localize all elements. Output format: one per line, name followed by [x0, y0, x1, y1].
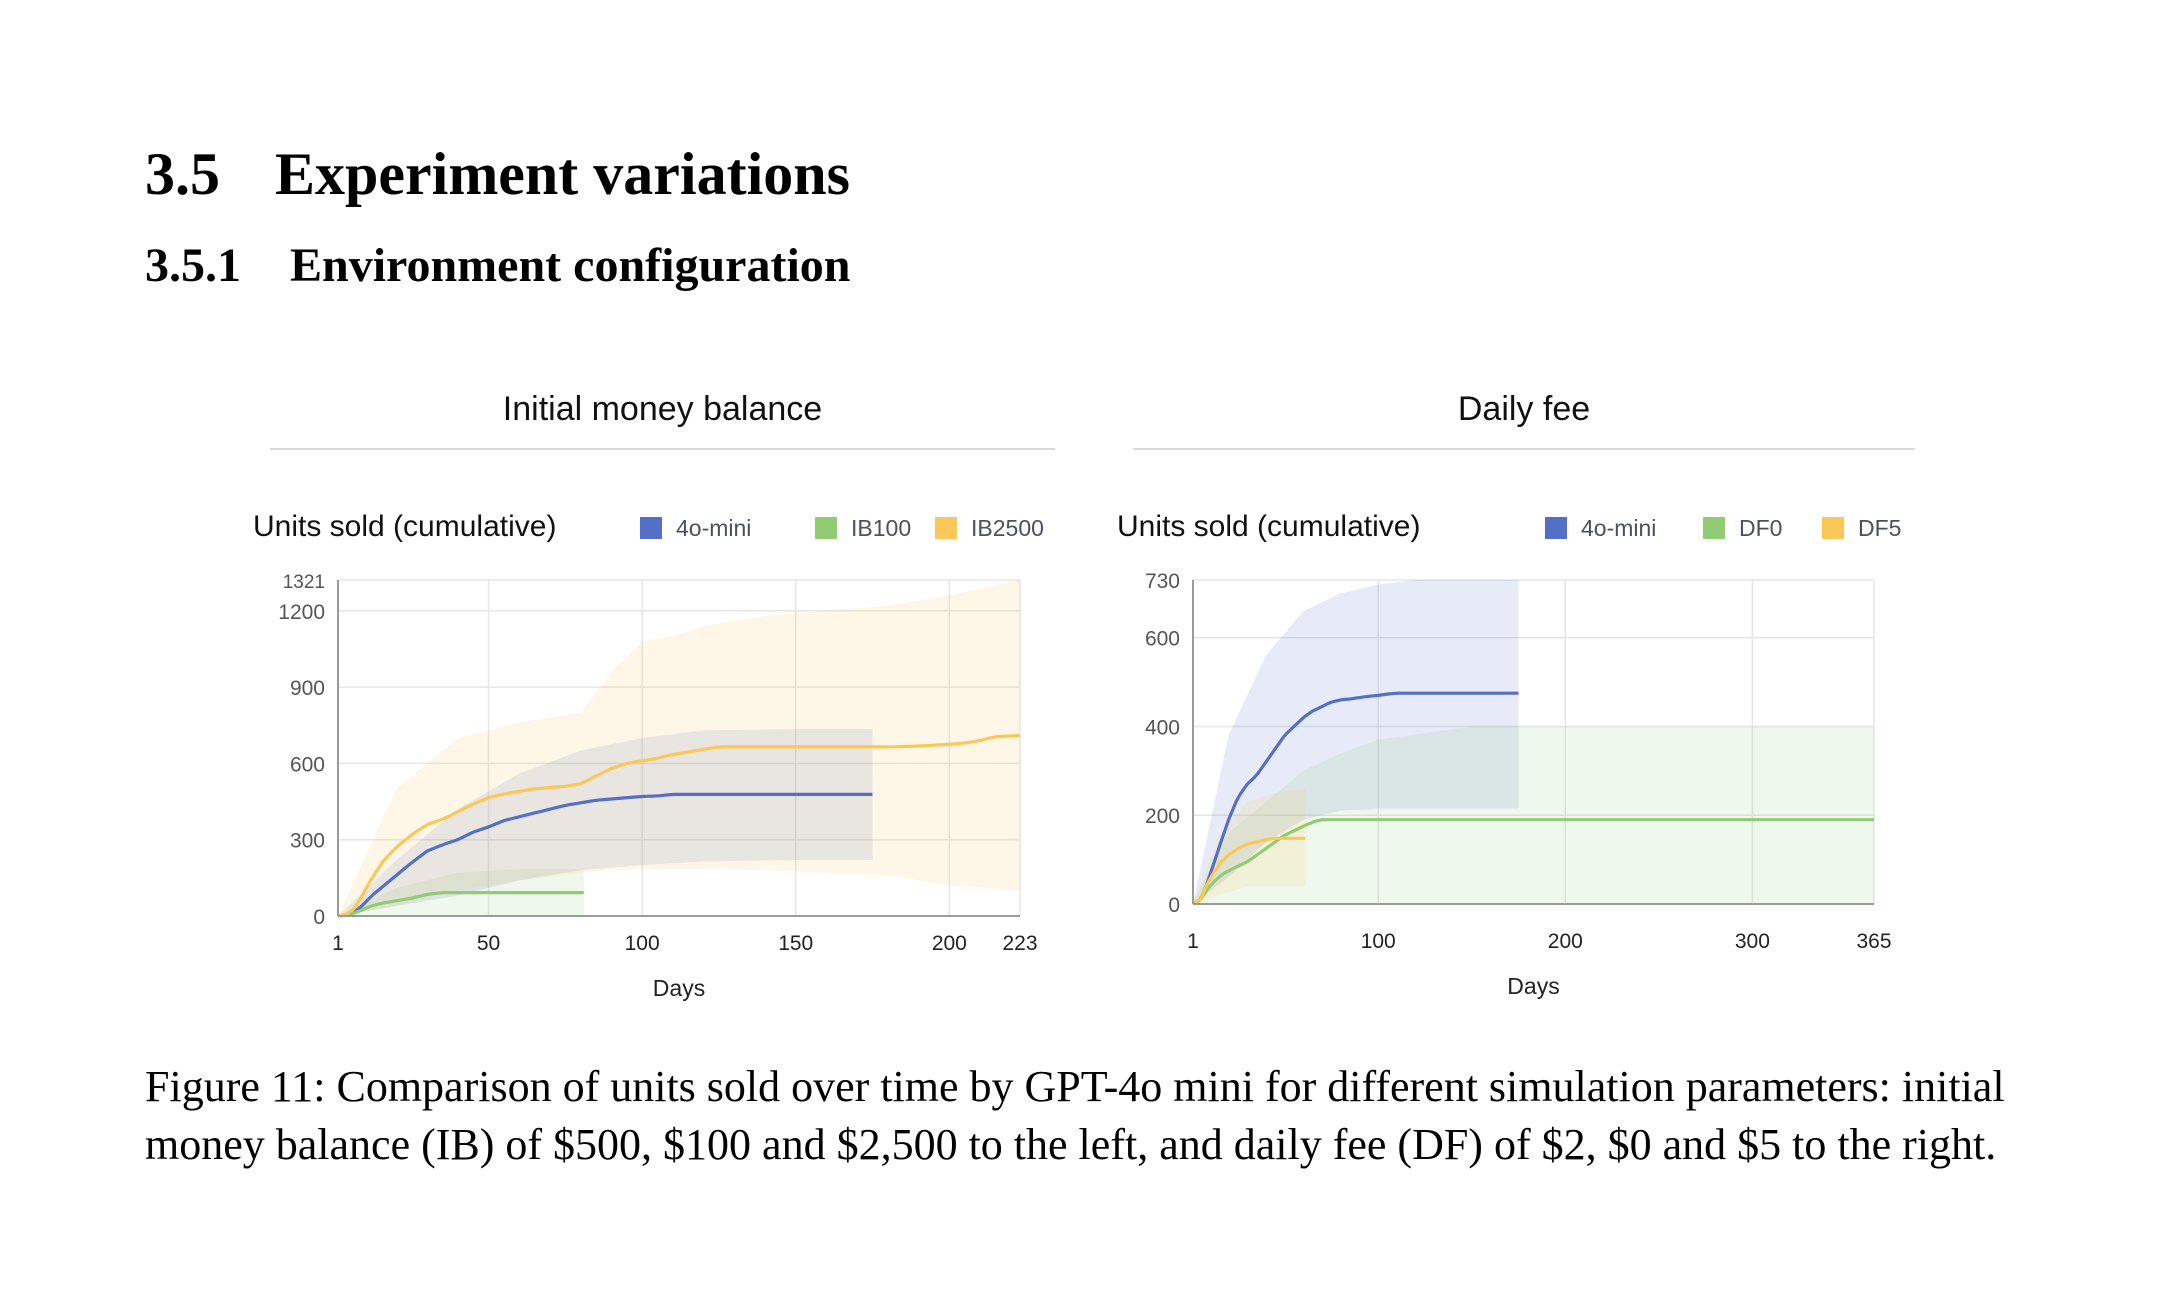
x-axis-label: Days — [653, 975, 705, 1001]
section-title: Experiment variations — [275, 141, 850, 207]
legend-swatch-ib2500 — [935, 517, 957, 539]
series-line-df0 — [1192, 818, 1874, 906]
section-heading: 3.5 Experiment variations — [145, 138, 850, 210]
x-tick-label: 100 — [1361, 930, 1396, 953]
y-tick-label: 600 — [290, 753, 325, 776]
x-tick-label: 1 — [332, 932, 344, 955]
legend-swatch-df0 — [1703, 517, 1725, 539]
band-4o-mini — [1193, 580, 1519, 904]
band-df0 — [1193, 726, 1874, 904]
legend-label-4o-mini: 4o-mini — [676, 515, 751, 541]
subsection-title: Environment configuration — [290, 239, 851, 292]
x-tick-label: 150 — [778, 932, 813, 955]
legend-swatch-df5 — [1822, 517, 1844, 539]
legend-label-4o-mini: 4o-mini — [1581, 515, 1656, 541]
chart-daily-fee: Daily fee Units sold (cumulative) 4o-mini D… — [1117, 390, 1915, 999]
y-tick-label: 400 — [1145, 716, 1180, 739]
x-tick-label: 200 — [1548, 930, 1583, 953]
x-tick-label: 200 — [932, 932, 967, 955]
y-tick-label: 300 — [290, 830, 325, 853]
subsection-heading: 3.5.1 Environment configuration — [145, 237, 850, 295]
panel-title: Initial money balance — [503, 390, 822, 428]
y-tick-label: 1321 — [283, 572, 325, 593]
x-tick-label: 1 — [1187, 930, 1199, 953]
series-line-df5 — [1192, 836, 1306, 906]
series-line-ib2500 — [337, 733, 1021, 918]
chart-title: Units sold (cumulative) — [253, 510, 556, 543]
y-tick-label: 0 — [1168, 894, 1180, 917]
y-tick-label: 730 — [1145, 570, 1180, 593]
x-axis-label: Days — [1507, 973, 1559, 999]
y-tick-label: 900 — [290, 677, 325, 700]
legend-swatch-4o-mini — [640, 517, 662, 539]
subsection-number: 3.5.1 — [145, 239, 241, 292]
legend-label-ib2500: IB2500 — [971, 515, 1044, 541]
series-line-ib100 — [337, 891, 584, 918]
x-tick-label: 223 — [1002, 932, 1037, 955]
x-tick-label: 300 — [1735, 930, 1770, 953]
legend-swatch-4o-mini — [1545, 517, 1567, 539]
legend-label-df5: DF5 — [1858, 515, 1901, 541]
panel-title: Daily fee — [1458, 390, 1590, 428]
y-tick-label: 0 — [313, 906, 325, 929]
legend-label-ib100: IB100 — [851, 515, 911, 541]
y-tick-label: 1200 — [278, 601, 325, 624]
series-line-4o-mini — [1192, 691, 1519, 906]
chart-initial-money-balance: Initial money balance Units sold (cumulat… — [253, 390, 1055, 1001]
section-number: 3.5 — [145, 141, 220, 207]
chart-title: Units sold (cumulative) — [1117, 510, 1420, 543]
band-4o-mini — [338, 729, 873, 916]
x-tick-label: 100 — [625, 932, 660, 955]
series-line-4o-mini — [337, 792, 873, 918]
x-tick-label: 50 — [477, 932, 500, 955]
y-tick-label: 200 — [1145, 805, 1180, 828]
band-ib2500 — [338, 580, 1020, 916]
figure-caption: Figure 11: Comparison of units sold over… — [145, 1062, 2005, 1169]
legend-label-df0: DF0 — [1739, 515, 1782, 541]
legend-swatch-ib100 — [815, 517, 837, 539]
x-tick-label: 365 — [1856, 930, 1891, 953]
y-tick-label: 600 — [1145, 628, 1180, 651]
